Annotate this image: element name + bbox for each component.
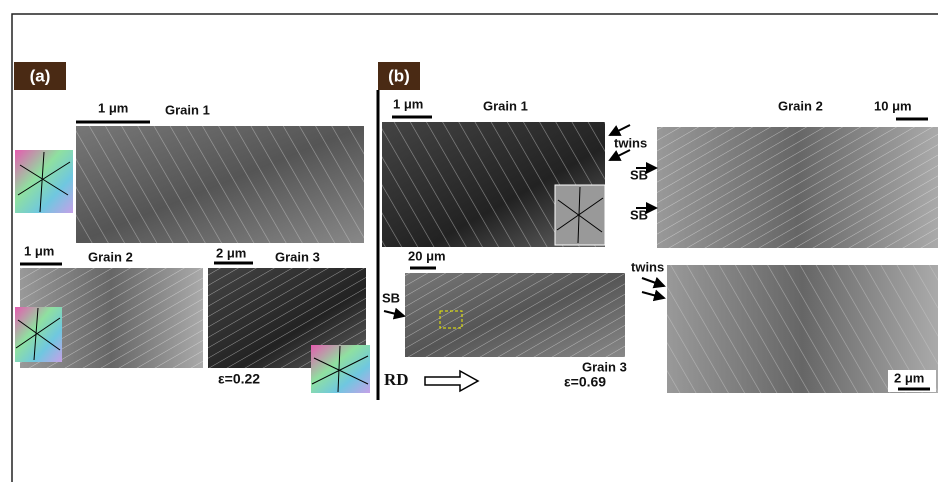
grain-title: Grain 1 xyxy=(483,98,528,113)
micrograph xyxy=(405,273,625,357)
orientation-map xyxy=(15,307,62,362)
strain-label: ε=0.22 xyxy=(218,371,260,387)
scale-label: 2 μm xyxy=(894,370,924,385)
scale-label: 10 μm xyxy=(874,98,912,113)
orientation-map xyxy=(311,345,370,393)
arrow xyxy=(610,150,630,160)
grain-title: Grain 2 xyxy=(778,98,823,113)
grain-title: Grain 2 xyxy=(88,249,133,264)
arrow xyxy=(642,278,664,286)
arrow xyxy=(610,125,630,135)
grain-title: Grain 1 xyxy=(165,102,210,117)
scale-label: 1 μm xyxy=(393,96,423,111)
arrow xyxy=(384,311,404,316)
scale-label: 20 μm xyxy=(408,248,446,263)
annotation: twins xyxy=(631,259,664,274)
panel-label: (b) xyxy=(388,66,410,85)
scale-label: 1 μm xyxy=(24,243,54,258)
figure: (a) 1 μm Grain 1 1 μm Grain 2 2 μm Grain… xyxy=(0,0,938,482)
inset xyxy=(555,185,605,245)
direction-label: RD xyxy=(384,370,409,389)
annotation: SB xyxy=(630,167,648,182)
grain-title: Grain 3 xyxy=(582,359,627,374)
scale-label: 1 μm xyxy=(98,100,128,115)
annotation: SB xyxy=(382,290,400,305)
orientation-map xyxy=(15,150,73,213)
scale-label: 2 μm xyxy=(216,245,246,260)
annotation: twins xyxy=(614,135,647,150)
grain-title: Grain 3 xyxy=(275,249,320,264)
micrograph xyxy=(657,127,938,248)
panel-label: (a) xyxy=(30,66,51,85)
arrow xyxy=(642,292,664,298)
micrograph xyxy=(76,126,364,243)
annotation: SB xyxy=(630,207,648,222)
strain-label: ε=0.69 xyxy=(564,374,606,390)
direction-arrow xyxy=(425,371,478,391)
